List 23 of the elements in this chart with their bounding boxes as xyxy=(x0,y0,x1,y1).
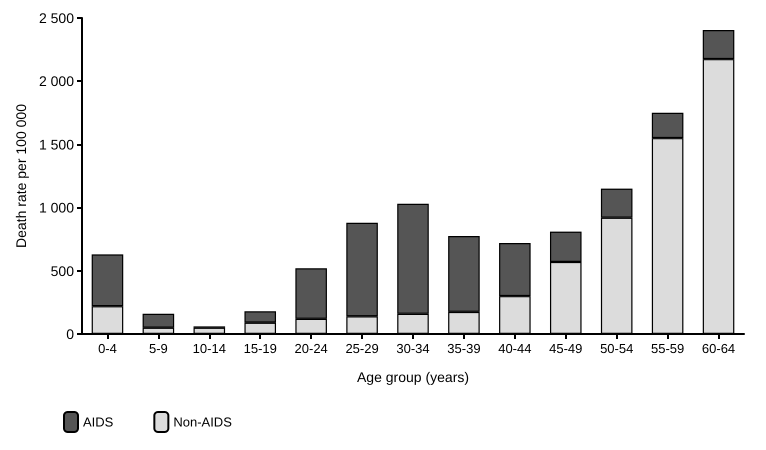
x-tick-label: 10-14 xyxy=(192,341,226,356)
y-axis-title: Death rate per 100 000 xyxy=(13,104,30,248)
x-tick-label: 25-29 xyxy=(345,341,379,356)
x-tick-label: 45-49 xyxy=(549,341,582,356)
x-tick-label: 30-34 xyxy=(396,341,430,356)
x-tick-label: 20-24 xyxy=(294,341,328,356)
x-tick-label: 55-59 xyxy=(650,341,684,356)
x-axis-title: Age group (years) xyxy=(356,369,470,385)
y-tick-label: 1 500 xyxy=(38,136,74,152)
y-tick-label: 1 000 xyxy=(38,200,74,216)
x-tick-label: 50-54 xyxy=(600,341,634,356)
y-tick-label: 500 xyxy=(50,262,74,279)
x-tick-label: 15-19 xyxy=(244,341,277,356)
legend-label: AIDS xyxy=(83,414,114,430)
legend-label: Non-AIDS xyxy=(173,414,232,430)
x-tick-label: 5-9 xyxy=(148,341,168,356)
y-tick-label: 2 000 xyxy=(38,73,74,90)
y-tick-label: 0 xyxy=(66,326,74,342)
x-tick-label: 0-4 xyxy=(98,341,117,356)
x-tick-label: 35-39 xyxy=(447,341,481,356)
x-tick-label: 60-64 xyxy=(702,341,736,356)
y-tick-label: 2 500 xyxy=(38,10,74,26)
x-tick-label: 40-44 xyxy=(498,341,532,356)
